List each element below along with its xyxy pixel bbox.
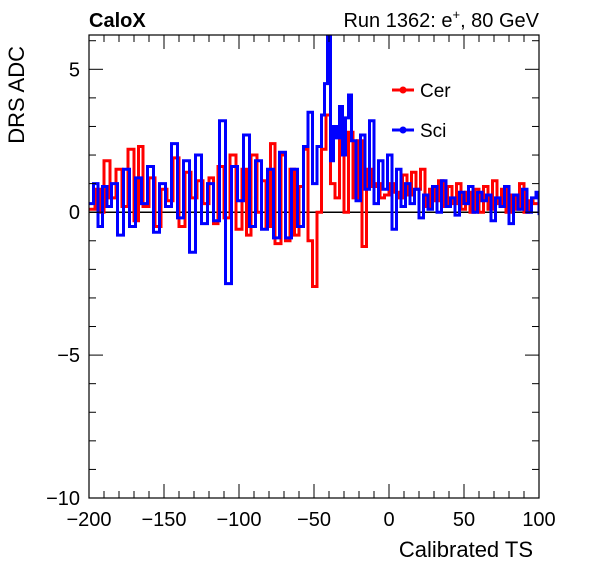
legend-label-sci: Sci <box>420 121 446 142</box>
tick-layer: −200 −150 −100 −50 0 50 100−10−505 <box>46 35 556 531</box>
legend-marker-cer <box>399 86 407 94</box>
run-info-suffix: , 80 GeV <box>460 10 540 32</box>
y-axis-title: DRS ADC <box>4 46 29 144</box>
legend: Cer Sci <box>392 81 451 142</box>
y-tick-label: 5 <box>69 59 80 81</box>
x-tick-label: −150 <box>141 509 186 531</box>
run-info-charge: + <box>452 7 460 22</box>
plot-frame <box>88 34 540 499</box>
x-tick-label: 50 <box>453 509 475 531</box>
x-tick-label: −100 <box>216 509 261 531</box>
experiment-label: CaloX <box>89 10 146 32</box>
x-tick-label: 100 <box>522 509 555 531</box>
legend-marker-sci <box>399 126 407 134</box>
y-tick-label: −10 <box>46 488 80 510</box>
run-info-prefix: Run 1362: e <box>343 10 452 32</box>
x-tick-label: 0 <box>383 509 394 531</box>
legend-label-cer: Cer <box>420 81 451 102</box>
y-tick-label: 0 <box>69 202 80 224</box>
y-tick-label: −5 <box>57 345 80 367</box>
run-info-label: Run 1362: e+, 80 GeV <box>343 7 539 32</box>
series-line-sci <box>89 35 539 286</box>
x-tick-label: −50 <box>297 509 331 531</box>
x-axis-title: Calibrated TS <box>399 537 533 562</box>
x-tick-label: −200 <box>66 509 111 531</box>
series-layer <box>89 35 539 288</box>
